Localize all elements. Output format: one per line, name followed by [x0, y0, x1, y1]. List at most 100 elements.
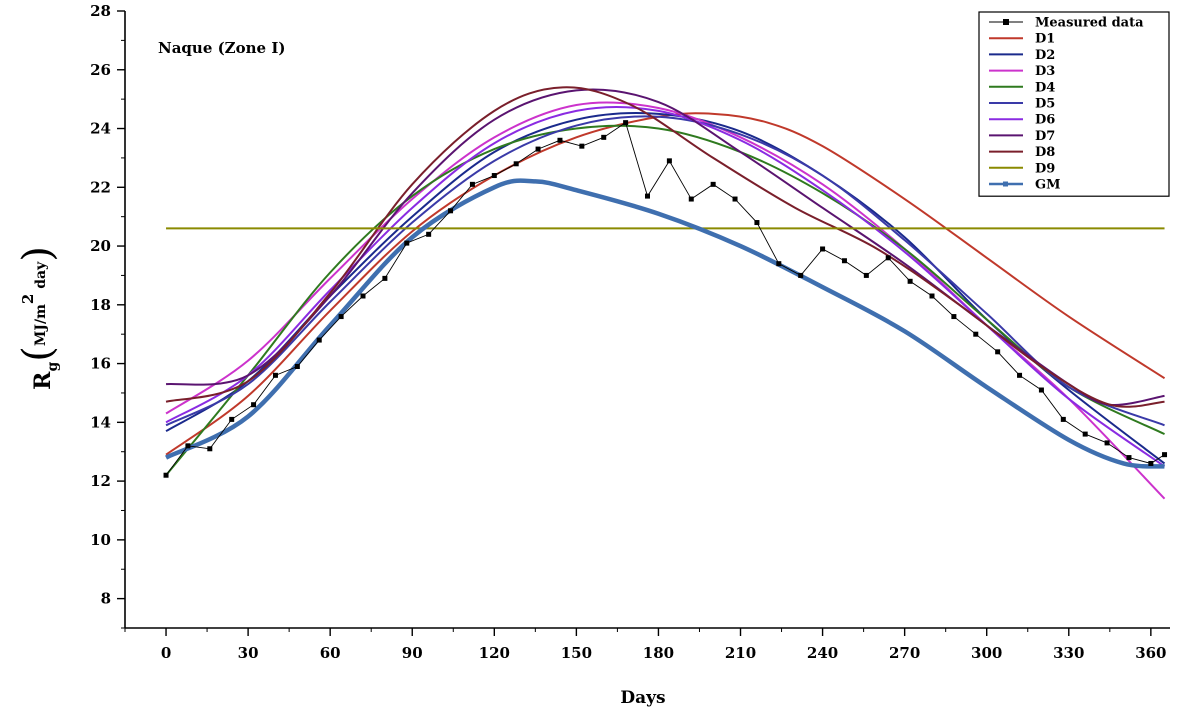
- legend-label: D6: [1035, 113, 1055, 128]
- measured-point: [251, 402, 257, 408]
- y-axis-ticks: 8 10 12 14 16 18 20 22 24 26 28: [90, 2, 125, 629]
- measured-point: [404, 240, 410, 246]
- measured-point: [1060, 416, 1066, 422]
- measured-point: [579, 143, 585, 149]
- y-tick-label: 26: [90, 61, 111, 79]
- measured-point: [426, 231, 432, 237]
- measured-point: [272, 372, 278, 378]
- measured-point: [1104, 440, 1110, 446]
- measured-point: [1038, 387, 1044, 393]
- measured-point: [973, 331, 979, 337]
- measured-point: [163, 472, 169, 478]
- measured-point: [448, 208, 454, 214]
- measured-point: [360, 293, 366, 299]
- measured-point: [754, 220, 760, 226]
- y-tick-label: 28: [90, 2, 111, 20]
- legend-label: Measured data: [1035, 16, 1144, 31]
- x-tick-label: 300: [971, 644, 1002, 662]
- legend-label: D4: [1035, 80, 1055, 95]
- y-tick-label: 18: [90, 296, 111, 314]
- measured-point: [688, 196, 694, 202]
- y-axis-unit-sup: 2: [19, 294, 37, 304]
- measured-point: [1148, 460, 1154, 466]
- x-tick-label: 210: [725, 644, 756, 662]
- legend-marker: [1003, 19, 1009, 25]
- measured-point: [798, 272, 804, 278]
- y-tick-label: 8: [101, 590, 111, 608]
- measured-point: [841, 258, 847, 264]
- y-axis-symbol: R: [30, 371, 56, 390]
- x-tick-label: 60: [320, 644, 341, 662]
- measured-point: [557, 137, 563, 143]
- measured-point: [601, 134, 607, 140]
- x-tick-label: 120: [479, 644, 510, 662]
- series-line-d8: [165, 86, 1165, 408]
- measured-point: [623, 120, 629, 126]
- x-tick-label: 270: [889, 644, 920, 662]
- y-tick-label: 16: [90, 355, 111, 373]
- measured-point: [294, 364, 300, 370]
- measured-point: [207, 446, 213, 452]
- measured-point: [732, 196, 738, 202]
- y-axis-subscript: g: [45, 362, 61, 372]
- measured-point: [229, 416, 235, 422]
- series-line-d5: [165, 115, 1165, 427]
- y-tick-label: 14: [90, 413, 111, 431]
- measured-point: [885, 255, 891, 261]
- series-line-d4: [165, 124, 1165, 476]
- legend-box: [978, 11, 1170, 197]
- y-tick-label: 12: [90, 472, 111, 490]
- y-tick-label: 24: [90, 120, 111, 138]
- measured-point: [1162, 452, 1168, 458]
- x-tick-label: 0: [161, 644, 171, 662]
- measured-point: [863, 272, 869, 278]
- series-layer: [165, 86, 1166, 500]
- y-tick-label: 10: [90, 531, 111, 549]
- measured-layer: [163, 120, 1168, 478]
- y-axis-unit-suffix: day: [33, 261, 49, 294]
- measured-point: [907, 278, 913, 284]
- measured-point: [185, 443, 191, 449]
- measured-point: [929, 293, 935, 299]
- x-tick-label: 330: [1053, 644, 1084, 662]
- measured-point: [951, 314, 957, 320]
- legend-label: D3: [1035, 64, 1055, 79]
- x-axis-title: Days: [620, 688, 665, 708]
- measured-point: [469, 181, 475, 187]
- measured-point: [513, 161, 519, 167]
- series-line-gm: [165, 178, 1165, 469]
- measured-point: [316, 337, 322, 343]
- legend-label: D9: [1035, 161, 1055, 176]
- legend-label: GM: [1035, 178, 1061, 193]
- measured-point: [1082, 431, 1088, 437]
- measured-point: [1017, 372, 1023, 378]
- measured-point: [710, 181, 716, 187]
- measured-point: [1126, 455, 1132, 461]
- x-axis-ticks: 0 30 60 90 120 150 180 210 240 270 300 330 360: [124, 628, 1167, 662]
- measured-point: [382, 275, 388, 281]
- legend-marker: [1003, 181, 1008, 187]
- measured-point: [995, 349, 1001, 355]
- measured-point: [820, 246, 826, 252]
- y-axis-unit-prefix: MJ/m: [33, 304, 49, 346]
- measured-point: [535, 146, 541, 152]
- x-tick-label: 180: [643, 644, 674, 662]
- legend-label: D8: [1035, 145, 1055, 160]
- x-tick-label: 30: [238, 644, 259, 662]
- location-annotation: Naque (Zone I): [158, 39, 285, 57]
- measured-point: [666, 158, 672, 164]
- legend-label: D2: [1035, 48, 1055, 63]
- x-tick-label: 90: [402, 644, 423, 662]
- y-tick-label: 20: [90, 237, 111, 255]
- x-tick-label: 360: [1135, 644, 1166, 662]
- axes: [124, 11, 1170, 629]
- y-tick-label: 22: [90, 178, 111, 196]
- legend-label: D7: [1035, 129, 1055, 144]
- x-tick-label: 150: [561, 644, 592, 662]
- svg-text:Rg(MJ/m2 day): Rg(MJ/m2 day): [15, 246, 61, 390]
- legend-label: D1: [1035, 32, 1055, 47]
- legend-label: D5: [1035, 97, 1055, 112]
- measured-point: [338, 314, 344, 320]
